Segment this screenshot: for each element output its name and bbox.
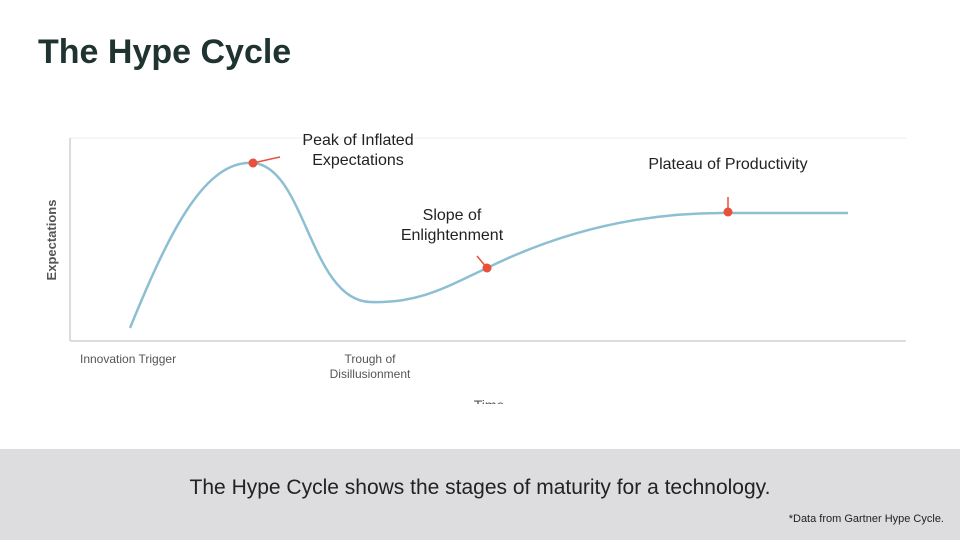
y-axis-label: Expectations bbox=[44, 200, 59, 281]
phase-label: Innovation Trigger bbox=[80, 352, 176, 366]
callout-label: Slope of bbox=[423, 207, 482, 224]
callout-tick bbox=[252, 156, 281, 164]
stage-point bbox=[248, 158, 258, 168]
hype-curve bbox=[128, 161, 848, 329]
callout-label: Expectations bbox=[312, 152, 404, 169]
callout-label: Enlightenment bbox=[401, 227, 504, 244]
slide-canvas: The Hype Cycle Expectations Innovation T… bbox=[38, 33, 906, 413]
footnote: *Data from Gartner Hype Cycle. bbox=[788, 513, 944, 525]
caption: The Hype Cycle shows the stages of matur… bbox=[189, 476, 771, 499]
x-axis-label: Time bbox=[474, 397, 505, 413]
stage-point bbox=[723, 207, 733, 217]
phase-label: Disillusionment bbox=[330, 367, 411, 381]
hype-diagram: Expectations Innovation Trigger Trough o… bbox=[44, 132, 906, 413]
callout-label: Plateau of Productivity bbox=[648, 156, 807, 173]
caption-band bbox=[0, 449, 960, 540]
callout-label: Peak of Inflated bbox=[302, 132, 413, 149]
slide-title: The Hype Cycle bbox=[38, 33, 291, 71]
phase-label: Trough of bbox=[345, 352, 397, 366]
stage-point bbox=[482, 263, 492, 273]
